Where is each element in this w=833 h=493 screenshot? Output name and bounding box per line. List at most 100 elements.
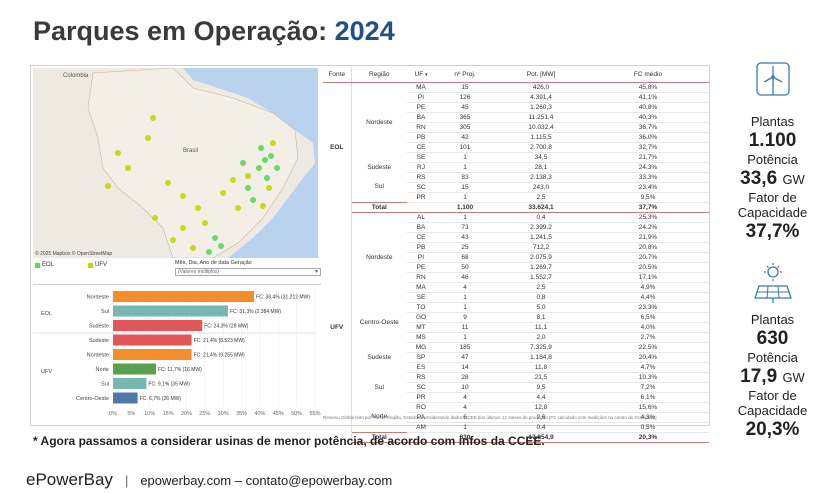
ufv-point[interactable]: [125, 165, 131, 171]
col-fonte[interactable]: Fonte: [323, 68, 352, 83]
footer-contact[interactable]: epowerbay.com – contato@epowerbay.com: [140, 472, 393, 488]
map-view[interactable]: Colombia Brasil © 2025 Mapbox © OpenStre…: [33, 68, 318, 258]
table-row[interactable]: GO 9 8,1 6,5%: [323, 312, 709, 323]
pot-cell: 11,8: [495, 362, 587, 373]
col-pot[interactable]: Pot. [MW]: [495, 68, 587, 83]
ufv-plants-label: Plantas: [750, 312, 795, 327]
ufv-point[interactable]: [145, 135, 151, 141]
table-row[interactable]: RN 305 10.032,4 36,7%: [323, 122, 709, 133]
legend-ufv-label: UFV: [95, 262, 107, 268]
table-row[interactable]: SC 10 9,5 7,2%: [323, 382, 709, 393]
ufv-point[interactable]: [195, 205, 201, 211]
fc-cell: 20,5%: [587, 262, 709, 273]
col-fc[interactable]: FC médio: [587, 68, 709, 83]
ufv-point[interactable]: [180, 193, 186, 199]
table-row[interactable]: Norte RO 4 12,8 15,6%: [323, 402, 709, 420]
uf-cell: PR: [407, 392, 435, 403]
table-row[interactable]: PR 4 4,4 6,1%: [323, 392, 709, 403]
table-row[interactable]: PB 25 712,2 20,8%: [323, 242, 709, 253]
table-row[interactable]: MA 4 2,5 4,9%: [323, 282, 709, 293]
eol-point[interactable]: [256, 165, 262, 171]
ufv-point[interactable]: [220, 190, 226, 196]
legend-eol[interactable]: EOL: [35, 262, 54, 268]
table-row[interactable]: RN 46 1.552,7 17,1%: [323, 272, 709, 283]
table-row[interactable]: Centro-Oeste TO 1 5,0 23,3%: [323, 302, 709, 326]
table-row[interactable]: PI 126 4.391,4 41,1%: [323, 92, 709, 103]
table-row[interactable]: SE 1 34,5 21,7%: [323, 152, 709, 163]
table-row[interactable]: CE 101 2.700,8 32,7%: [323, 142, 709, 153]
ufv-point[interactable]: [235, 205, 241, 211]
eol-point[interactable]: [245, 185, 251, 191]
eol-point[interactable]: [258, 145, 264, 151]
table-row[interactable]: PA 6 2,6 4,3%: [323, 412, 709, 423]
table-row[interactable]: PE 50 1.269,7 20,5%: [323, 262, 709, 273]
uf-cell: SC: [407, 182, 435, 193]
table-row[interactable]: MS 1 2,0 2,7%: [323, 332, 709, 343]
table-row[interactable]: MT 11 11,1 4,0%: [323, 322, 709, 333]
col-uf[interactable]: UF ▾: [407, 68, 435, 83]
ufv-point[interactable]: [165, 180, 171, 186]
eol-point[interactable]: [250, 197, 256, 203]
table-row[interactable]: PE 45 1.260,3 40,8%: [323, 102, 709, 113]
x-tick-label: 10%: [144, 411, 155, 417]
ufv-point[interactable]: [245, 173, 251, 179]
ufv-point[interactable]: [115, 150, 121, 156]
eol-point[interactable]: [212, 235, 218, 241]
eol-point[interactable]: [240, 160, 246, 166]
ufv-fc-value: 20,3%: [745, 419, 800, 440]
eol-point[interactable]: [264, 175, 270, 181]
ufv-point[interactable]: [190, 245, 196, 251]
table-row[interactable]: Sul RS 28 21,5 10,3%: [323, 372, 709, 391]
ufv-point[interactable]: [270, 140, 276, 146]
fc-cell: 40,8%: [587, 102, 709, 113]
nproj-cell: 6: [435, 412, 495, 423]
table-row[interactable]: EOL Nordeste MA 15 426,0 45,8%: [323, 82, 709, 212]
uf-cell: GO: [407, 312, 435, 323]
eol-point[interactable]: [206, 249, 212, 255]
col-nproj[interactable]: nº Proj.: [435, 68, 495, 83]
table-row[interactable]: Sul RS 83 2.138,3 33,3%: [323, 172, 709, 190]
ufv-point[interactable]: [260, 203, 266, 209]
col-regiao[interactable]: Região: [351, 68, 407, 83]
filter-select[interactable]: (Valores múltiplos): [175, 268, 321, 276]
uf-cell: SC: [407, 382, 435, 393]
legend-ufv[interactable]: UFV: [88, 262, 107, 268]
map-city-label: Brasil: [183, 148, 198, 154]
ufv-point[interactable]: [202, 220, 208, 226]
uf-cell: BA: [407, 222, 435, 233]
ufv-point[interactable]: [150, 115, 156, 121]
ufv-point[interactable]: [170, 237, 176, 243]
fc-cell: 17,1%: [587, 272, 709, 283]
table-row[interactable]: CE 43 1.241,5 21,9%: [323, 232, 709, 243]
x-tick-label: 35%: [236, 411, 247, 417]
ufv-point[interactable]: [230, 177, 236, 183]
table-row[interactable]: UFV Nordeste AL 1 0,4 25,3%: [323, 212, 709, 442]
table-row[interactable]: BA 365 11.251,4 40,3%: [323, 112, 709, 123]
ufv-point[interactable]: [105, 183, 111, 189]
eol-point[interactable]: [274, 165, 280, 171]
eol-point[interactable]: [268, 153, 274, 159]
nproj-cell: 4: [435, 282, 495, 293]
table-row[interactable]: BA 73 2.399,2 24,2%: [323, 222, 709, 233]
table-row[interactable]: PB 42 1.115,5 36,0%: [323, 132, 709, 143]
region-cell: Nordeste: [366, 118, 393, 126]
eol-power: 33,6 GW: [712, 168, 833, 190]
eol-point[interactable]: [218, 243, 224, 249]
ufv-point[interactable]: [152, 215, 158, 221]
pot-cell: 9,5: [495, 382, 587, 393]
ufv-point[interactable]: [266, 185, 272, 191]
table-row[interactable]: PI 68 2.075,9 20,7%: [323, 252, 709, 263]
sort-icon[interactable]: ▾: [424, 72, 428, 79]
eol-summary: Plantas 1.100 Potência 33,6 GW Fator de …: [712, 62, 833, 243]
table-row[interactable]: Sudeste RJ 1 28,1 24,3%: [323, 162, 709, 173]
table-row[interactable]: ES 14 11,8 4,7%: [323, 362, 709, 373]
table-row[interactable]: SC 15 243,0 23,4%: [323, 182, 709, 193]
pot-cell: 2.700,8: [495, 142, 587, 153]
table-row[interactable]: SE 1 0,8 4,4%: [323, 292, 709, 303]
nproj-cell: 42: [435, 132, 495, 143]
brand-logo[interactable]: ePowerBay: [26, 470, 113, 489]
table-row[interactable]: SP 47 1.184,8 20,4%: [323, 352, 709, 363]
eol-point[interactable]: [262, 157, 268, 163]
ufv-point[interactable]: [180, 225, 186, 231]
table-row[interactable]: Sudeste MG 185 7.325,9 22,5%: [323, 342, 709, 361]
